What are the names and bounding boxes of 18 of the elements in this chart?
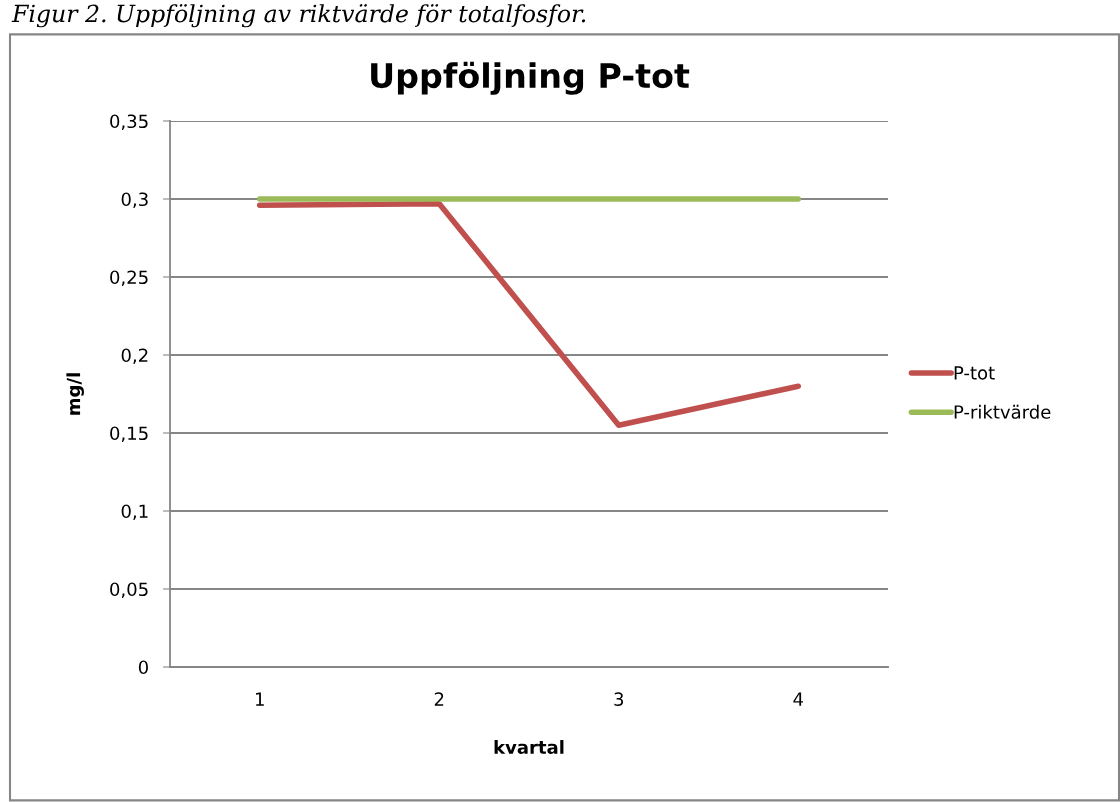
y-tick-label: 0,3 xyxy=(121,192,148,208)
legend-label: P-tot xyxy=(954,366,995,380)
y-tick-label: 0,35 xyxy=(110,114,148,130)
chart-title: Uppföljning P-tot xyxy=(371,61,690,95)
y-tick-label: 0,2 xyxy=(121,348,148,364)
x-tick-label: 1 xyxy=(255,692,264,706)
y-tick-label: 0,1 xyxy=(121,504,148,520)
x-tick-label: 4 xyxy=(793,692,803,706)
y-tick-label: 0,15 xyxy=(110,426,148,442)
y-tick-label: 0,05 xyxy=(110,582,148,598)
legend-label: P-riktvärde xyxy=(954,404,1051,419)
y-tick-label: 0 xyxy=(138,660,148,675)
y-axis-title: mg/l xyxy=(66,373,84,415)
y-tick-label: 0,25 xyxy=(110,270,148,286)
x-tick-label: 2 xyxy=(434,692,444,706)
x-axis-title: kvartal xyxy=(494,740,564,755)
text: Figur 2. Uppföljning av riktvärde för totalfosfor. xyxy=(11,4,586,28)
x-tick-label: 3 xyxy=(614,692,624,706)
